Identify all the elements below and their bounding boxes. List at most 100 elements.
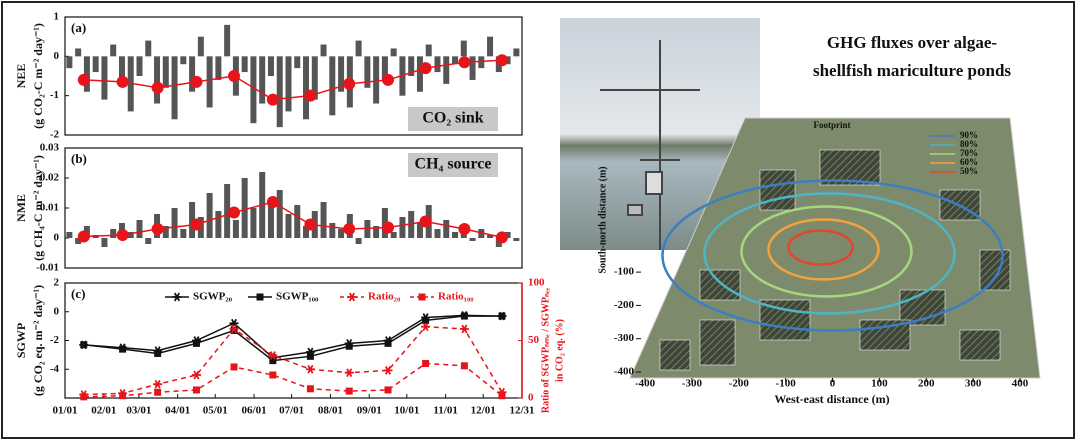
x-tick-label: 12/01 bbox=[471, 405, 496, 417]
bar bbox=[460, 40, 467, 57]
contour bbox=[703, 192, 956, 315]
y2-axis-label: Ratio of SGWPₙₘₑ / SGWPₙₑₑ bbox=[540, 287, 551, 413]
bar bbox=[189, 202, 196, 238]
point bbox=[419, 215, 432, 228]
y-tick-label: 0 bbox=[54, 232, 60, 244]
bar bbox=[66, 56, 73, 69]
annotation: CH₄ source bbox=[415, 156, 492, 173]
bar bbox=[250, 208, 257, 238]
bar bbox=[294, 56, 301, 69]
point bbox=[304, 89, 317, 102]
bar bbox=[189, 56, 196, 92]
x-tick-label: -100 bbox=[776, 378, 797, 390]
bar bbox=[241, 178, 248, 238]
bar bbox=[92, 56, 99, 73]
bar bbox=[513, 238, 520, 241]
bar bbox=[487, 235, 494, 238]
point bbox=[228, 206, 241, 219]
bar bbox=[110, 44, 117, 57]
bar bbox=[373, 226, 380, 238]
y-tick-label: 0 bbox=[54, 305, 60, 317]
x-axis-label: West-east distance (m) bbox=[774, 392, 889, 406]
point bbox=[154, 349, 162, 357]
point bbox=[77, 230, 90, 243]
bar bbox=[338, 229, 345, 238]
point bbox=[382, 73, 395, 86]
contour bbox=[740, 205, 913, 298]
y-tick-label: -2 bbox=[50, 129, 60, 141]
x-tick-label: 12/31 bbox=[509, 405, 534, 417]
line bbox=[83, 362, 503, 398]
y-tick-label: 2 bbox=[54, 277, 60, 289]
x-tick-label: 07/01 bbox=[279, 405, 304, 417]
bar bbox=[110, 229, 117, 238]
x-tick-label: -200 bbox=[729, 378, 750, 390]
point bbox=[80, 393, 88, 401]
title-line: GHG fluxes over algae- bbox=[827, 33, 997, 52]
x-tick-label: 02/01 bbox=[91, 405, 116, 417]
point bbox=[191, 370, 201, 380]
bar bbox=[320, 202, 327, 238]
contour bbox=[661, 179, 1004, 332]
y-tick-label: -4 bbox=[50, 363, 60, 375]
bar bbox=[267, 56, 274, 76]
map-title: Footprint bbox=[814, 120, 851, 130]
bar bbox=[66, 232, 73, 238]
x-tick-label: 01/01 bbox=[52, 405, 77, 417]
x-tick-label: -300 bbox=[682, 378, 703, 390]
bar bbox=[425, 44, 432, 57]
x-tick-label: 03/01 bbox=[126, 405, 151, 417]
bar bbox=[75, 238, 82, 244]
bar bbox=[504, 232, 511, 238]
title-line: shellfish mariculture ponds bbox=[813, 61, 1011, 80]
legend-marker bbox=[347, 292, 357, 302]
x-tick-label: 05/01 bbox=[203, 405, 228, 417]
bar bbox=[478, 56, 485, 69]
bar bbox=[452, 56, 459, 65]
bar bbox=[224, 24, 231, 57]
point bbox=[192, 339, 200, 347]
bar bbox=[285, 56, 292, 112]
point bbox=[305, 347, 315, 357]
point bbox=[77, 73, 90, 86]
y-tick-label: -0.01 bbox=[36, 262, 59, 274]
y-tick-label: -100 bbox=[614, 266, 635, 278]
point bbox=[119, 392, 127, 400]
point bbox=[119, 345, 127, 353]
y2-axis-label: in CO₂ eq. (%) bbox=[554, 319, 565, 382]
point bbox=[154, 388, 162, 396]
point bbox=[384, 339, 392, 347]
point bbox=[306, 385, 314, 393]
point bbox=[422, 316, 430, 324]
legend-marker bbox=[172, 292, 182, 302]
legend-label: 90% bbox=[960, 130, 978, 140]
panel-label: (c) bbox=[71, 286, 85, 301]
bar bbox=[390, 232, 397, 238]
point bbox=[419, 62, 432, 75]
point bbox=[421, 322, 431, 332]
bar bbox=[267, 199, 274, 238]
bar bbox=[513, 48, 520, 57]
pond bbox=[659, 339, 691, 371]
bar bbox=[224, 184, 231, 238]
bar bbox=[364, 56, 371, 88]
bar bbox=[390, 48, 397, 57]
bar bbox=[180, 56, 187, 65]
line bbox=[83, 315, 502, 362]
x-tick-label: 400 bbox=[1012, 378, 1029, 390]
bar bbox=[355, 238, 362, 244]
bar bbox=[320, 44, 327, 57]
point bbox=[498, 392, 506, 400]
point bbox=[230, 363, 238, 371]
y-tick-label: 0 bbox=[54, 50, 60, 62]
bar bbox=[197, 36, 204, 57]
point bbox=[343, 223, 356, 235]
x-tick-label: 04/01 bbox=[165, 405, 190, 417]
pond bbox=[699, 319, 736, 366]
point bbox=[269, 371, 277, 379]
panel-label: (b) bbox=[71, 151, 87, 166]
bar bbox=[416, 56, 423, 92]
x-tick-label: 0 bbox=[830, 378, 836, 390]
legend-marker bbox=[418, 293, 426, 301]
bar bbox=[241, 56, 248, 73]
